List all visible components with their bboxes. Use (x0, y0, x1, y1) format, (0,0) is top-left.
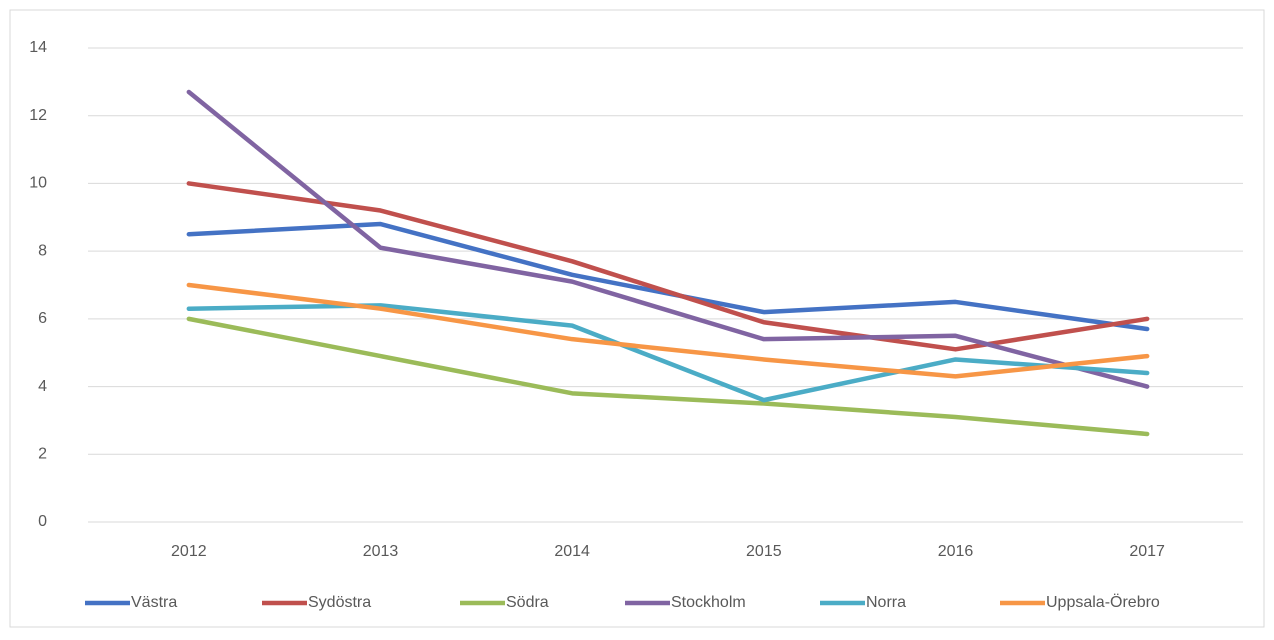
series-line (186, 282, 1150, 379)
y-tick-label: 6 (38, 310, 47, 327)
y-tick-label: 14 (29, 39, 47, 56)
y-tick-label: 10 (29, 175, 47, 192)
x-tick-label: 2014 (554, 543, 590, 560)
y-tick-label: 8 (38, 242, 47, 259)
y-tick-label: 2 (38, 446, 47, 463)
legend-label: Västra (131, 594, 177, 611)
x-tick-label: 2012 (171, 543, 207, 560)
x-tick-label: 2016 (938, 543, 974, 560)
series-line (186, 316, 1150, 437)
x-tick-label: 2013 (363, 543, 399, 560)
legend-label: Södra (506, 594, 549, 611)
y-tick-label: 4 (38, 378, 47, 395)
y-tick-label: 12 (29, 107, 47, 124)
legend-label: Norra (866, 594, 906, 611)
legend-label: Sydöstra (308, 594, 371, 611)
legend-label: Uppsala-Örebro (1046, 593, 1160, 611)
y-tick-label: 0 (38, 513, 47, 530)
x-tick-label: 2015 (746, 543, 782, 560)
series-line (186, 89, 1150, 389)
x-tick-label: 2017 (1129, 543, 1165, 560)
legend-label: Stockholm (671, 594, 746, 611)
